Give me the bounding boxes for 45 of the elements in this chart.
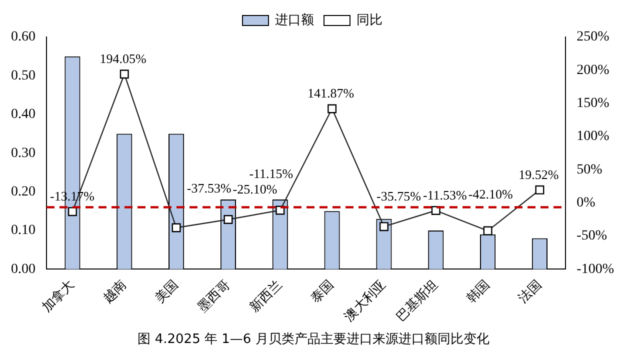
data-label: -42.10% [468,186,513,202]
x-tick-label: 巴基斯坦 [394,277,442,325]
y2-tick-label: -50% [576,228,608,244]
x-tick-label: 加拿大 [39,277,78,316]
y-tick-label: 0.10 [11,223,36,238]
legend-label: 同比 [356,12,382,28]
y-tick-label: 0.50 [11,68,36,84]
y-tick-label: 0.20 [11,184,36,200]
point [120,70,129,79]
point [379,222,388,232]
x-tick-label: 新西兰 [247,277,286,316]
data-label: 19.52% [518,166,559,182]
x-tick-label: 泰国 [308,277,338,306]
point [535,185,544,194]
point [483,226,492,236]
x-tick-label: 澳大利亚 [342,277,390,325]
y-tick-label: 0.00 [11,262,36,277]
point [224,215,233,224]
x-tick-label: 美国 [152,276,182,306]
data-label: -11.53% [422,187,468,202]
legend-label: 进口额 [275,12,314,28]
x-tick-label: 韩国 [464,277,494,306]
y2-tick-label: 0% [576,196,596,211]
y2-tick-label: -100% [576,262,614,277]
y2-tick-label: 150% [576,96,610,112]
data-label: -37.53% [186,180,232,196]
text: 图 4.2025 年 1—6 月贝类产品主要进口来源进口额同比变化 [136,331,490,348]
point [172,223,181,232]
data-label: -11.15% [249,166,294,182]
x-tick-label: 越南 [100,277,130,306]
data-label: 141.87% [307,86,354,101]
y-tick-label: 0.30 [11,146,36,161]
y2-tick-label: 100% [576,129,610,144]
x-tick-label: 墨西哥 [195,277,234,316]
x-tick-label: 法国 [516,277,545,306]
y-tick-label: 0.40 [11,107,36,122]
data-label: 194.05% [100,51,147,66]
y-tick-label: 0.60 [11,30,36,45]
y2-tick-label: 50% [576,162,603,178]
data-label: -25.10% [232,181,278,196]
y2-tick-label: 200% [576,62,610,78]
data-label: -35.75% [376,188,422,204]
y2-tick-label: 250% [576,30,610,45]
point [68,207,77,216]
point [328,104,337,114]
